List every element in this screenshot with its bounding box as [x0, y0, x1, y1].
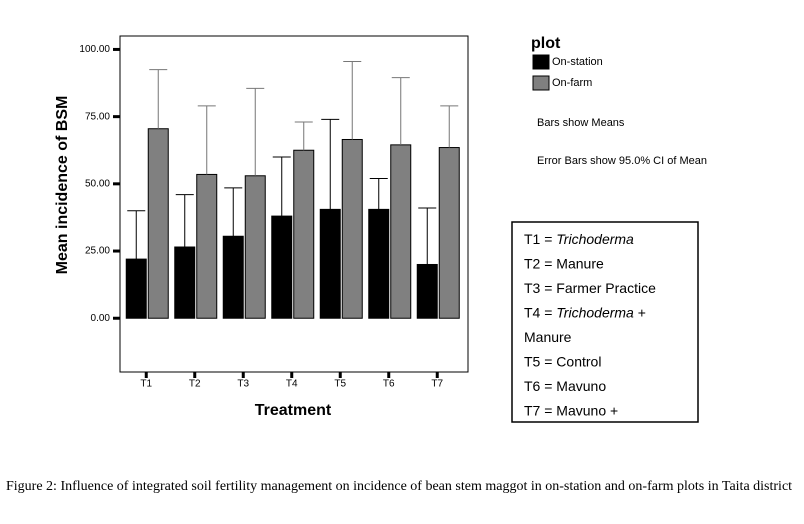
bar [174, 246, 196, 319]
bar [368, 208, 390, 319]
bar [244, 175, 266, 319]
key-text: + [634, 304, 646, 320]
key-line: T6 = Mavuno [524, 378, 606, 394]
error-bar [321, 118, 340, 210]
key-text: Trichoderma [556, 231, 634, 247]
y-tick-label: 75.00 [85, 111, 110, 122]
y-axis-title: Mean incidence of BSM [54, 96, 71, 275]
bar [341, 138, 363, 319]
key-line: T4 = Trichoderma + [524, 304, 646, 320]
x-tick-label: T3 [237, 379, 249, 390]
x-tick-label: T5 [334, 379, 346, 390]
error-bar [246, 87, 265, 176]
note: Bars show Means [537, 117, 625, 129]
key-line: T5 = Control [524, 353, 601, 369]
key-text: T7 = Mavuno + [524, 402, 618, 418]
key-line: T1 = Trichoderma [524, 231, 634, 247]
key-text: T4 = [524, 304, 556, 320]
x-tick-label: T2 [189, 379, 201, 390]
bar [390, 144, 412, 319]
caption: Figure 2: Influence of integrated soil f… [6, 479, 793, 494]
error-bar [418, 207, 437, 265]
error-bar [224, 187, 243, 237]
error-bar [369, 177, 388, 210]
error-bar [391, 77, 410, 145]
key-line: T2 = Manure [524, 255, 604, 271]
key-text: T1 = [524, 231, 556, 247]
bar [438, 147, 460, 319]
legend-swatch [532, 75, 550, 91]
key-text: T6 = Mavuno [524, 378, 606, 394]
key-text: T5 = Control [524, 353, 601, 369]
key-text: T2 = Manure [524, 255, 604, 271]
x-tick-label: T1 [140, 379, 152, 390]
bar [196, 173, 218, 319]
chart: Mean incidence of BSM Treatment plot Bar… [54, 35, 707, 423]
y-tick-label: 0.00 [91, 313, 111, 324]
bar [293, 149, 315, 319]
key-line: T3 = Farmer Practice [524, 280, 656, 296]
y-tick-label: 25.00 [85, 246, 110, 257]
x-tick-label: T6 [383, 379, 395, 390]
error-bar [272, 156, 291, 217]
y-tick-label: 100.00 [79, 44, 110, 55]
plot-frame [119, 35, 469, 373]
key-line: Manure [524, 329, 572, 345]
error-bar [175, 194, 194, 248]
error-bar [294, 121, 313, 151]
bar [416, 263, 438, 319]
note: Error Bars show 95.0% CI of Mean [537, 155, 707, 167]
key-text: Trichoderma [556, 304, 634, 320]
error-bar [149, 69, 168, 129]
legend-swatch [532, 54, 550, 70]
y-tick-label: 50.00 [85, 178, 110, 189]
key-line: T7 = Mavuno + [524, 402, 618, 418]
bar [125, 258, 147, 319]
x-tick-label: T4 [286, 379, 298, 390]
key-box [511, 221, 699, 423]
legend-label: On-farm [552, 77, 592, 89]
bar [319, 208, 341, 319]
bar [271, 215, 293, 319]
error-bar [127, 210, 146, 260]
error-bar [440, 105, 459, 148]
legend-label: On-station [552, 56, 603, 68]
error-bar [343, 61, 362, 140]
bar [222, 235, 244, 319]
key-text: Manure [524, 329, 572, 345]
legend-title: plot [531, 35, 561, 52]
bar [147, 128, 169, 319]
x-tick-label: T7 [431, 379, 443, 390]
key-text: T3 = Farmer Practice [524, 280, 656, 296]
x-axis-title: Treatment [255, 402, 332, 419]
error-bar [197, 105, 216, 175]
